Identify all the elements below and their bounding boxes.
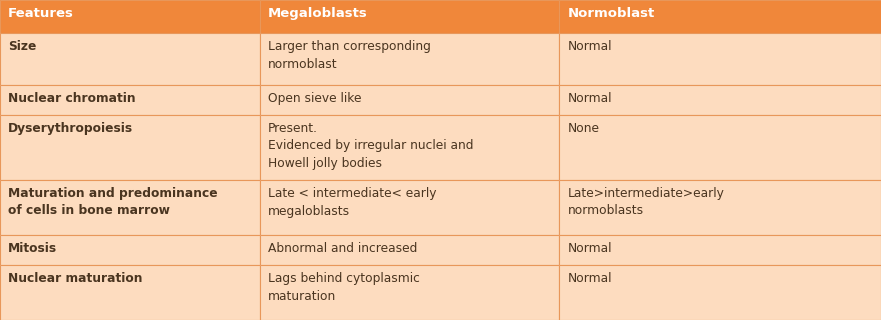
Text: Nuclear maturation: Nuclear maturation bbox=[8, 272, 143, 285]
Bar bbox=[260, 33, 559, 85]
Bar bbox=[0, 85, 260, 115]
Text: Nuclear chromatin: Nuclear chromatin bbox=[8, 92, 136, 105]
Bar bbox=[260, 235, 559, 265]
Text: Megaloblasts: Megaloblasts bbox=[268, 7, 367, 20]
Bar bbox=[559, 33, 881, 85]
Text: Maturation and predominance
of cells in bone marrow: Maturation and predominance of cells in … bbox=[8, 187, 218, 218]
Bar bbox=[0, 180, 260, 235]
Text: Mitosis: Mitosis bbox=[8, 242, 57, 255]
Text: Normoblast: Normoblast bbox=[567, 7, 655, 20]
Bar bbox=[260, 33, 559, 85]
Bar bbox=[260, 0, 559, 33]
Bar bbox=[0, 180, 260, 235]
Text: Open sieve like: Open sieve like bbox=[268, 92, 361, 105]
Bar bbox=[260, 0, 559, 33]
Text: Abnormal and increased: Abnormal and increased bbox=[268, 242, 418, 255]
Text: Normal: Normal bbox=[567, 92, 612, 105]
Bar bbox=[559, 265, 881, 320]
Bar bbox=[0, 0, 260, 33]
Bar bbox=[0, 33, 260, 85]
Bar bbox=[559, 0, 881, 33]
Text: Late>intermediate>early
normoblasts: Late>intermediate>early normoblasts bbox=[567, 187, 724, 218]
Bar bbox=[260, 115, 559, 180]
Bar bbox=[559, 33, 881, 85]
Text: Dyserythropoiesis: Dyserythropoiesis bbox=[8, 122, 133, 135]
Bar bbox=[0, 115, 260, 180]
Bar bbox=[559, 180, 881, 235]
Bar bbox=[0, 265, 260, 320]
Bar bbox=[0, 115, 260, 180]
Text: Normal: Normal bbox=[567, 242, 612, 255]
Text: Size: Size bbox=[8, 40, 36, 53]
Bar bbox=[559, 265, 881, 320]
Bar bbox=[0, 85, 260, 115]
Bar bbox=[559, 115, 881, 180]
Bar bbox=[559, 235, 881, 265]
Text: Normal: Normal bbox=[567, 40, 612, 53]
Bar bbox=[260, 85, 559, 115]
Bar bbox=[559, 115, 881, 180]
Bar bbox=[260, 235, 559, 265]
Bar bbox=[0, 235, 260, 265]
Bar bbox=[559, 235, 881, 265]
Bar bbox=[559, 85, 881, 115]
Text: Features: Features bbox=[8, 7, 74, 20]
Text: Present.
Evidenced by irregular nuclei and
Howell jolly bodies: Present. Evidenced by irregular nuclei a… bbox=[268, 122, 473, 170]
Bar bbox=[559, 180, 881, 235]
Bar bbox=[260, 265, 559, 320]
Bar bbox=[260, 180, 559, 235]
Bar bbox=[559, 0, 881, 33]
Text: Larger than corresponding
normoblast: Larger than corresponding normoblast bbox=[268, 40, 431, 70]
Bar bbox=[260, 180, 559, 235]
Bar bbox=[0, 265, 260, 320]
Bar bbox=[0, 0, 260, 33]
Bar bbox=[260, 85, 559, 115]
Bar bbox=[260, 115, 559, 180]
Text: None: None bbox=[567, 122, 599, 135]
Text: Normal: Normal bbox=[567, 272, 612, 285]
Bar bbox=[0, 235, 260, 265]
Bar bbox=[0, 33, 260, 85]
Bar bbox=[559, 85, 881, 115]
Text: Late < intermediate< early
megaloblasts: Late < intermediate< early megaloblasts bbox=[268, 187, 436, 218]
Bar bbox=[260, 265, 559, 320]
Text: Lags behind cytoplasmic
maturation: Lags behind cytoplasmic maturation bbox=[268, 272, 419, 302]
